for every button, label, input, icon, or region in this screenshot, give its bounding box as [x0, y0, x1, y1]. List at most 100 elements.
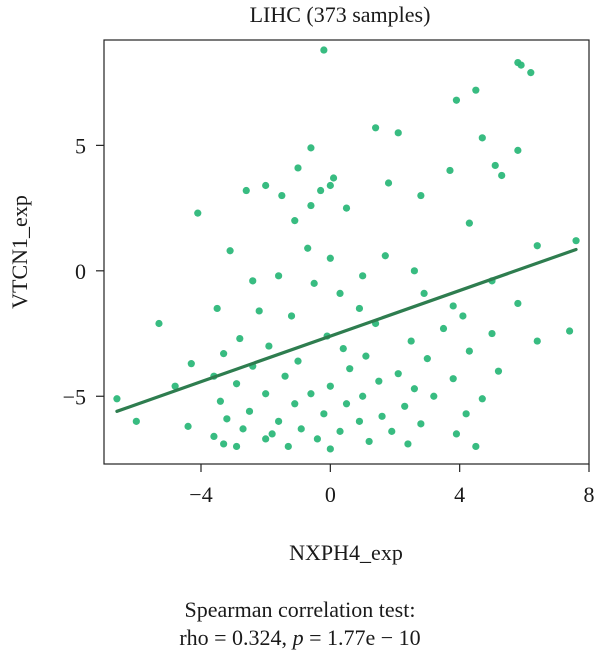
data-point — [268, 430, 276, 438]
stats-rho: rho = 0.324, — [179, 625, 293, 650]
data-point — [213, 304, 221, 313]
data-point — [359, 272, 367, 280]
data-point — [294, 357, 302, 365]
data-point — [478, 134, 486, 142]
data-point — [262, 435, 270, 443]
plot-frame — [103, 39, 590, 465]
data-point — [223, 415, 231, 423]
data-points — [113, 46, 580, 453]
data-point — [346, 365, 354, 373]
data-point — [449, 375, 457, 383]
regression-line — [115, 247, 578, 413]
data-point — [449, 302, 457, 310]
data-point — [287, 312, 296, 320]
stats-p-value: = 1.77e − 10 — [303, 625, 421, 650]
data-point — [336, 289, 344, 297]
data-point — [216, 397, 224, 405]
data-point — [310, 279, 318, 287]
data-point — [355, 417, 364, 425]
data-point — [320, 46, 328, 54]
x-tick-label: 0 — [325, 482, 336, 507]
data-point — [342, 400, 351, 408]
data-point — [533, 242, 541, 250]
data-point — [255, 307, 263, 315]
data-point — [381, 252, 389, 260]
data-point — [514, 299, 522, 308]
data-point — [275, 272, 283, 280]
data-point — [326, 254, 334, 262]
data-point — [384, 179, 393, 187]
y-tick-label: 5 — [75, 133, 86, 158]
data-point — [465, 219, 473, 227]
data-point — [155, 319, 163, 328]
data-point — [194, 209, 202, 217]
data-point — [262, 181, 270, 190]
data-point — [401, 402, 409, 410]
data-point — [394, 129, 402, 137]
regression-line-group — [115, 247, 578, 413]
axis-ticks: −4 0 4 8 −5 0 5 — [63, 133, 595, 507]
data-point — [410, 385, 418, 393]
data-point — [220, 350, 228, 358]
data-point — [514, 146, 522, 154]
data-point — [478, 395, 486, 403]
data-point — [517, 61, 525, 69]
data-point — [313, 435, 321, 443]
data-point — [307, 201, 315, 210]
data-point — [326, 181, 334, 190]
data-point — [372, 124, 380, 132]
data-point — [404, 440, 412, 448]
data-point — [326, 382, 334, 390]
data-point — [307, 144, 315, 152]
stats-p-symbol: p — [292, 625, 304, 650]
data-point — [278, 191, 286, 200]
data-point — [494, 367, 503, 375]
x-tick-label: −4 — [189, 482, 212, 507]
data-point — [242, 186, 250, 195]
data-point — [439, 324, 448, 333]
data-point — [472, 86, 480, 94]
data-point — [184, 422, 192, 430]
stats-caption: Spearman correlation test: rho = 0.324, … — [0, 596, 600, 652]
stats-result: rho = 0.324, p = 1.77e − 10 — [0, 624, 600, 652]
y-axis-label: VTCN1_exp — [7, 195, 32, 309]
data-point — [307, 390, 315, 398]
data-point — [488, 329, 496, 338]
data-point — [339, 344, 347, 353]
data-point — [417, 420, 425, 428]
data-point — [446, 166, 454, 175]
data-point — [572, 237, 580, 245]
data-point — [304, 244, 312, 252]
data-point — [171, 382, 179, 390]
x-tick-label: 4 — [454, 482, 465, 507]
data-point — [187, 360, 195, 368]
data-point — [365, 437, 373, 446]
data-point — [417, 191, 425, 200]
chart-title: LIHC (373 samples) — [250, 2, 431, 27]
data-point — [232, 442, 241, 451]
data-point — [113, 395, 121, 403]
data-point — [326, 445, 334, 453]
data-point — [420, 289, 428, 297]
data-point — [249, 277, 257, 285]
x-tick-label: 8 — [584, 482, 595, 507]
x-axis-label: NXPH4_exp — [289, 540, 403, 565]
data-point — [245, 407, 254, 415]
data-point — [388, 427, 396, 435]
data-point — [342, 204, 351, 212]
data-point — [210, 432, 218, 441]
data-point — [275, 417, 283, 425]
data-point — [423, 355, 431, 363]
data-point — [239, 425, 247, 433]
data-point — [566, 327, 574, 335]
scatter-chart: LIHC (373 samples) −4 0 4 8 −5 0 5 NXPH4_exp V… — [7, 2, 595, 565]
data-point — [498, 171, 506, 180]
data-point — [265, 342, 273, 350]
data-point — [410, 267, 418, 275]
data-point — [236, 334, 244, 343]
data-point — [281, 372, 289, 380]
data-point — [378, 412, 386, 420]
data-point — [336, 427, 344, 435]
data-point — [284, 442, 292, 451]
stats-test-name: Spearman correlation test: — [184, 597, 416, 622]
